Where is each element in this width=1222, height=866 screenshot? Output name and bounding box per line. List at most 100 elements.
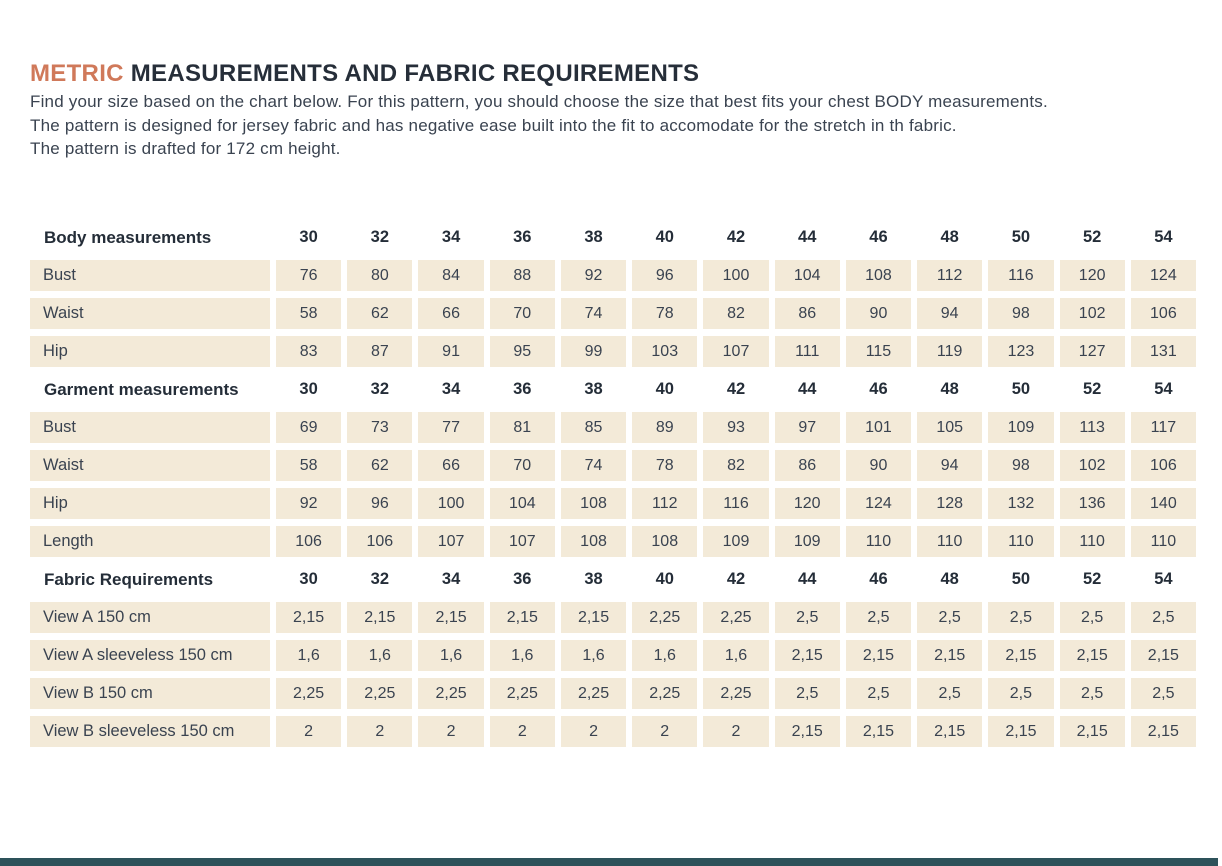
value-cell: 1,6 <box>489 640 555 671</box>
size-header-cell: 36 <box>513 380 532 398</box>
value-cell: 2,15 <box>489 602 555 633</box>
value-cell: 2,5 <box>917 678 983 709</box>
value-cell: 78 <box>632 450 698 481</box>
table-row: Bust 69 73 77 81 85 89 93 97 101 105 109 113 117 <box>30 412 1196 443</box>
size-header-cell: 36 <box>513 228 532 246</box>
value-cell: 1,6 <box>418 640 484 671</box>
value-cell: 115 <box>845 336 912 367</box>
table-row: View B sleeveless 150 cm 2 2 2 2 2 2 2 2,15 2,15 2… <box>30 716 1196 747</box>
value-cell: 105 <box>917 412 983 443</box>
value-cell: 106 <box>347 526 413 557</box>
value-cell: 90 <box>845 450 912 481</box>
value-cell: 2,15 <box>347 602 413 633</box>
value-cell: 113 <box>1059 412 1125 443</box>
value-cell: 2,25 <box>347 678 413 709</box>
value-cell: 2,5 <box>1059 602 1125 633</box>
value-cell: 112 <box>632 488 698 519</box>
value-cell: 99 <box>560 336 627 367</box>
value-cell: 111 <box>774 336 840 367</box>
size-header-cell: 52 <box>1082 228 1102 246</box>
value-cell: 2,15 <box>845 640 912 671</box>
value-cell: 131 <box>1130 336 1196 367</box>
value-cell: 62 <box>347 450 413 481</box>
value-cell: 2,15 <box>988 640 1054 671</box>
value-cell: 2 <box>347 716 413 747</box>
row-label: View A sleeveless 150 cm <box>30 640 270 671</box>
size-header-cell: 52 <box>1082 570 1102 588</box>
value-cell: 140 <box>1130 488 1196 519</box>
section-header-label: Fabric Requirements <box>44 570 214 589</box>
value-cell: 108 <box>560 526 627 557</box>
size-header-cell: 46 <box>869 570 888 588</box>
value-cell: 108 <box>845 260 912 291</box>
value-cell: 2,15 <box>418 602 484 633</box>
intro-line-2: The pattern is designed for jersey fabri… <box>30 115 957 135</box>
value-cell: 2,5 <box>988 602 1054 633</box>
row-label: Waist <box>30 450 270 481</box>
value-cell: 70 <box>489 450 555 481</box>
size-header-cell: 40 <box>655 228 674 246</box>
value-cell: 116 <box>988 260 1054 291</box>
size-header-cell: 44 <box>798 228 817 246</box>
size-header-cell: 42 <box>726 228 746 246</box>
size-header-cell: 50 <box>1011 380 1031 398</box>
row-label: Bust <box>30 412 270 443</box>
size-header-cell: 32 <box>370 228 390 246</box>
value-cell: 2,5 <box>988 678 1054 709</box>
row-label: Length <box>30 526 270 557</box>
value-cell: 2,5 <box>917 602 983 633</box>
size-header-cell: 46 <box>869 228 888 246</box>
value-cell: 110 <box>988 526 1054 557</box>
value-cell: 124 <box>1130 260 1196 291</box>
value-cell: 66 <box>418 298 484 329</box>
value-cell: 120 <box>1059 260 1125 291</box>
value-cell: 74 <box>560 450 627 481</box>
value-cell: 106 <box>276 526 342 557</box>
row-label: Waist <box>30 298 270 329</box>
size-header-cell: 38 <box>584 380 603 398</box>
value-cell: 2,25 <box>703 678 769 709</box>
table-row: View A 150 cm 2,15 2,15 2,15 2,15 2,15 2,25 2,2… <box>30 602 1196 633</box>
size-header-cell: 52 <box>1082 380 1102 398</box>
value-cell: 2 <box>489 716 555 747</box>
intro-line-1: Find your size based on the chart below.… <box>30 92 1048 111</box>
value-cell: 120 <box>774 488 840 519</box>
value-cell: 96 <box>347 488 413 519</box>
size-header-cell: 32 <box>370 570 390 588</box>
value-cell: 2 <box>703 716 769 747</box>
value-cell: 2,5 <box>774 678 840 709</box>
value-cell: 109 <box>774 526 840 557</box>
value-cell: 2,25 <box>276 678 342 709</box>
value-cell: 128 <box>917 488 983 519</box>
value-cell: 76 <box>276 260 342 291</box>
value-cell: 62 <box>347 298 413 329</box>
table-row: Bust 76 80 84 88 92 96 100 104 108 112 116 120 124 <box>30 260 1196 291</box>
value-cell: 2,15 <box>845 716 912 747</box>
page-title-highlight: METRIC <box>30 60 124 87</box>
value-cell: 73 <box>347 412 413 443</box>
value-cell: 117 <box>1130 412 1196 443</box>
value-cell: 108 <box>560 488 627 519</box>
value-cell: 2,5 <box>845 678 912 709</box>
value-cell: 107 <box>489 526 555 557</box>
value-cell: 89 <box>632 412 698 443</box>
value-cell: 2,15 <box>774 716 840 747</box>
page-title-rest: MEASUREMENTS AND FABRIC REQUIREMENTS <box>123 60 700 87</box>
value-cell: 98 <box>988 298 1054 329</box>
value-cell: 132 <box>988 488 1054 519</box>
value-cell: 110 <box>1130 526 1196 557</box>
row-label: Bust <box>30 260 270 291</box>
value-cell: 106 <box>1130 450 1196 481</box>
value-cell: 58 <box>276 450 342 481</box>
size-header-cell: 48 <box>940 570 959 588</box>
size-header-cell: 34 <box>441 380 461 398</box>
value-cell: 2,5 <box>774 602 840 633</box>
value-cell: 119 <box>917 336 983 367</box>
value-cell: 101 <box>845 412 912 443</box>
section-header-row: Body measurements 30 32 34 36 38 40 42 44 46 48 50 5… <box>30 222 1196 253</box>
size-header-cell: 32 <box>370 380 390 398</box>
value-cell: 107 <box>703 336 769 367</box>
size-header-cell: 30 <box>299 380 318 398</box>
value-cell: 86 <box>774 298 840 329</box>
value-cell: 77 <box>418 412 484 443</box>
